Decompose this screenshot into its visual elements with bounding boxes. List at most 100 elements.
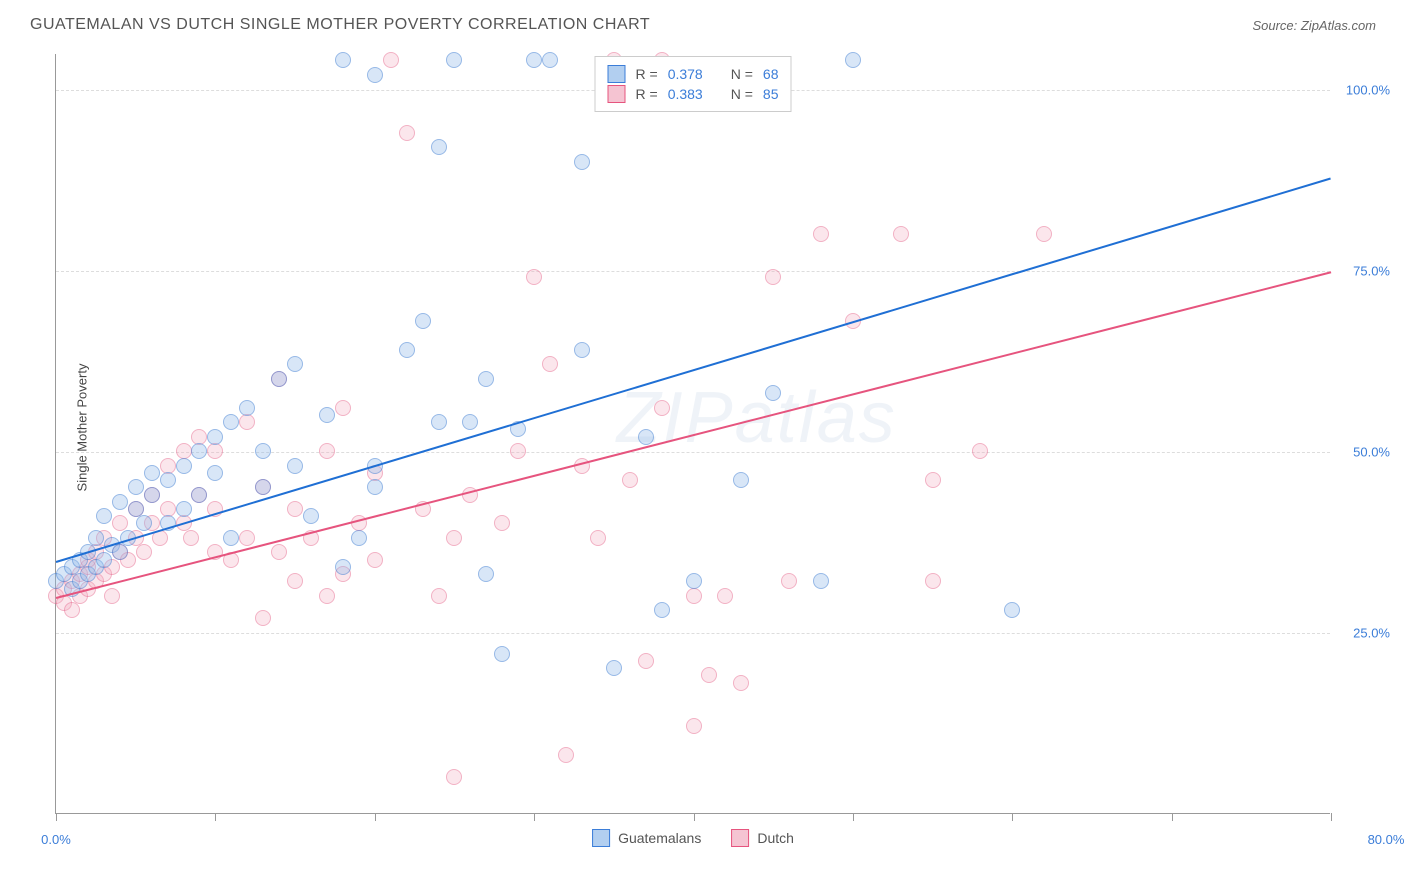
data-point — [701, 667, 717, 683]
data-point — [893, 226, 909, 242]
y-tick-label: 75.0% — [1353, 264, 1390, 279]
data-point — [574, 342, 590, 358]
data-point — [606, 660, 622, 676]
x-tick — [1012, 813, 1013, 821]
r-label: R = — [636, 86, 658, 102]
swatch-pink — [608, 85, 626, 103]
swatch-pink — [731, 829, 749, 847]
data-point — [96, 508, 112, 524]
data-point — [446, 769, 462, 785]
data-point — [287, 356, 303, 372]
data-point — [686, 718, 702, 734]
data-point — [176, 458, 192, 474]
legend-item-dutch: Dutch — [731, 829, 794, 847]
x-tick — [1331, 813, 1332, 821]
correlation-legend: R = 0.378 N = 68 R = 0.383 N = 85 — [595, 56, 792, 112]
data-point — [510, 443, 526, 459]
data-point — [765, 269, 781, 285]
chart-title: GUATEMALAN VS DUTCH SINGLE MOTHER POVERT… — [30, 16, 650, 34]
data-point — [160, 472, 176, 488]
data-point — [638, 429, 654, 445]
data-point — [431, 139, 447, 155]
data-point — [494, 646, 510, 662]
source-attribution: Source: ZipAtlas.com — [1252, 18, 1376, 33]
data-point — [319, 407, 335, 423]
data-point — [207, 429, 223, 445]
data-point — [590, 530, 606, 546]
data-point — [462, 414, 478, 430]
data-point — [383, 52, 399, 68]
x-tick — [375, 813, 376, 821]
data-point — [64, 602, 80, 618]
data-point — [431, 414, 447, 430]
data-point — [112, 494, 128, 510]
data-point — [287, 458, 303, 474]
data-point — [733, 675, 749, 691]
x-tick — [853, 813, 854, 821]
data-point — [622, 472, 638, 488]
data-point — [144, 465, 160, 481]
data-point — [239, 530, 255, 546]
data-point — [1036, 226, 1052, 242]
legend-label: Dutch — [757, 830, 794, 846]
legend-row-dutch: R = 0.383 N = 85 — [608, 85, 779, 103]
data-point — [223, 414, 239, 430]
data-point — [925, 472, 941, 488]
data-point — [112, 544, 128, 560]
data-point — [638, 653, 654, 669]
n-value: 68 — [763, 66, 779, 82]
n-value: 85 — [763, 86, 779, 102]
x-tick-label-right: 80.0% — [1368, 832, 1405, 847]
x-tick — [1172, 813, 1173, 821]
data-point — [207, 465, 223, 481]
trend-line — [56, 177, 1332, 563]
data-point — [367, 479, 383, 495]
data-point — [255, 479, 271, 495]
data-point — [176, 501, 192, 517]
data-point — [431, 588, 447, 604]
data-point — [781, 573, 797, 589]
data-point — [717, 588, 733, 604]
n-label: N = — [731, 66, 753, 82]
data-point — [845, 52, 861, 68]
data-point — [972, 443, 988, 459]
r-value: 0.383 — [668, 86, 703, 102]
data-point — [399, 125, 415, 141]
data-point — [335, 559, 351, 575]
r-label: R = — [636, 66, 658, 82]
data-point — [813, 573, 829, 589]
series-legend: Guatemalans Dutch — [592, 829, 794, 847]
scatter-chart: ZIPatlas R = 0.378 N = 68 R = 0.383 N = … — [55, 54, 1330, 814]
data-point — [335, 400, 351, 416]
data-point — [654, 400, 670, 416]
data-point — [478, 371, 494, 387]
data-point — [335, 52, 351, 68]
data-point — [128, 501, 144, 517]
data-point — [686, 573, 702, 589]
data-point — [271, 544, 287, 560]
data-point — [191, 443, 207, 459]
data-point — [542, 52, 558, 68]
n-label: N = — [731, 86, 753, 102]
legend-item-guatemalans: Guatemalans — [592, 829, 701, 847]
data-point — [351, 530, 367, 546]
gridline — [56, 271, 1330, 272]
data-point — [733, 472, 749, 488]
data-point — [686, 588, 702, 604]
y-tick-label: 50.0% — [1353, 445, 1390, 460]
data-point — [415, 313, 431, 329]
data-point — [319, 443, 335, 459]
data-point — [136, 544, 152, 560]
data-point — [654, 602, 670, 618]
data-point — [526, 269, 542, 285]
data-point — [96, 552, 112, 568]
data-point — [191, 487, 207, 503]
x-tick — [215, 813, 216, 821]
x-tick — [56, 813, 57, 821]
y-tick-label: 100.0% — [1346, 83, 1390, 98]
data-point — [183, 530, 199, 546]
data-point — [128, 479, 144, 495]
data-point — [399, 342, 415, 358]
data-point — [271, 371, 287, 387]
data-point — [104, 588, 120, 604]
